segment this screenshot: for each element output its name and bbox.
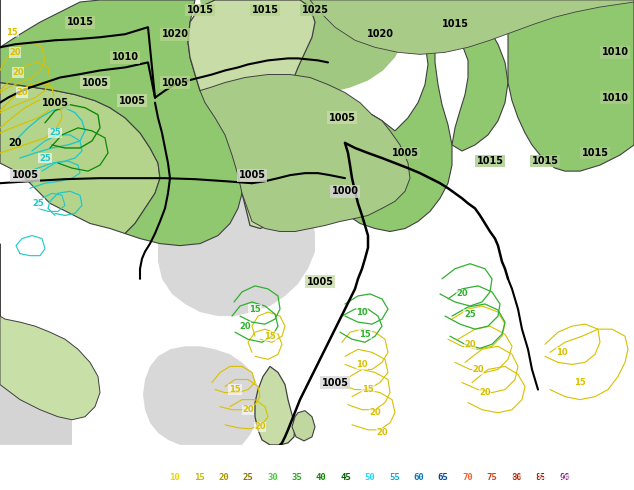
Text: 1025: 1025 [302, 5, 328, 15]
Text: 25: 25 [464, 310, 476, 318]
Text: Sa 01-06-2024 00:00 UTC (12+60): Sa 01-06-2024 00:00 UTC (12+60) [449, 450, 631, 460]
Polygon shape [200, 74, 410, 231]
Text: 50: 50 [365, 473, 375, 482]
Text: 15: 15 [574, 378, 586, 387]
Polygon shape [445, 0, 508, 151]
Text: 85: 85 [535, 473, 546, 482]
Text: 1005: 1005 [82, 77, 108, 88]
Text: 75: 75 [486, 473, 497, 482]
Text: 1005: 1005 [41, 98, 68, 108]
Text: 1015: 1015 [67, 17, 93, 27]
Text: 15: 15 [6, 28, 18, 37]
Text: 20: 20 [239, 321, 251, 331]
Text: 20: 20 [464, 340, 476, 349]
Text: 1005: 1005 [328, 113, 356, 123]
Polygon shape [0, 0, 245, 245]
Text: 1010: 1010 [602, 48, 628, 57]
Text: 25: 25 [39, 153, 51, 163]
Polygon shape [0, 0, 160, 234]
Text: © weatheronline.co.uk: © weatheronline.co.uk [508, 472, 631, 482]
Text: 40: 40 [316, 473, 327, 482]
Text: 1015: 1015 [531, 156, 559, 166]
Polygon shape [508, 0, 634, 171]
Text: 1010: 1010 [602, 93, 628, 102]
Text: 15: 15 [194, 473, 205, 482]
Text: 25: 25 [32, 199, 44, 208]
Text: 1015: 1015 [186, 5, 214, 15]
Text: 1005: 1005 [11, 170, 39, 180]
Text: 20: 20 [254, 422, 266, 431]
Text: 20: 20 [472, 365, 484, 374]
Text: 1005: 1005 [306, 277, 333, 287]
Text: Isotachs (mph) [mph] ECMWF: Isotachs (mph) [mph] ECMWF [3, 450, 156, 460]
Text: 25: 25 [49, 128, 61, 137]
Text: 1015: 1015 [581, 148, 609, 158]
Text: 20: 20 [376, 428, 388, 438]
Text: 20: 20 [218, 473, 229, 482]
Text: 35: 35 [292, 473, 302, 482]
Text: 10: 10 [556, 348, 568, 357]
Text: 1005: 1005 [162, 77, 188, 88]
Text: 20: 20 [479, 388, 491, 397]
Text: 20: 20 [8, 138, 22, 148]
Text: 1010: 1010 [112, 52, 138, 62]
Text: 10: 10 [170, 473, 181, 482]
Text: 15: 15 [229, 385, 241, 394]
Text: 1005: 1005 [321, 377, 349, 388]
Text: 30: 30 [267, 473, 278, 482]
Polygon shape [0, 244, 100, 420]
Text: 1020: 1020 [366, 29, 394, 39]
Polygon shape [325, 115, 410, 216]
Text: 15: 15 [264, 332, 276, 341]
Polygon shape [200, 0, 410, 95]
Text: Isotachs 10m (mph): Isotachs 10m (mph) [3, 472, 109, 482]
Polygon shape [325, 0, 452, 231]
Text: 15: 15 [359, 330, 371, 339]
Text: 80: 80 [511, 473, 522, 482]
Text: 1015: 1015 [252, 5, 278, 15]
Text: 10: 10 [356, 308, 368, 317]
Text: 20: 20 [12, 68, 24, 77]
Text: 1015: 1015 [477, 156, 503, 166]
Text: 20: 20 [369, 408, 381, 417]
Text: 10: 10 [356, 360, 368, 369]
Text: 1000: 1000 [332, 186, 358, 196]
Polygon shape [0, 183, 100, 445]
Text: 20: 20 [242, 405, 254, 414]
Text: 1005: 1005 [392, 148, 418, 158]
Polygon shape [0, 244, 260, 445]
Text: 70: 70 [462, 473, 473, 482]
Text: 90: 90 [560, 473, 571, 482]
Text: 1005: 1005 [238, 170, 266, 180]
Polygon shape [158, 191, 315, 316]
Polygon shape [255, 367, 295, 445]
Text: 60: 60 [413, 473, 424, 482]
Polygon shape [310, 0, 634, 54]
Text: 15: 15 [249, 304, 261, 314]
Text: 1015: 1015 [441, 19, 469, 29]
Polygon shape [188, 0, 315, 228]
Text: 65: 65 [437, 473, 448, 482]
Text: 20: 20 [16, 88, 28, 97]
Polygon shape [292, 411, 315, 441]
Text: 20: 20 [456, 290, 468, 298]
Text: 45: 45 [340, 473, 351, 482]
Text: 25: 25 [243, 473, 254, 482]
Text: 1005: 1005 [119, 96, 145, 106]
Text: 55: 55 [389, 473, 400, 482]
Text: 1020: 1020 [162, 29, 188, 39]
Text: 20: 20 [9, 48, 21, 57]
Text: 15: 15 [362, 385, 374, 394]
